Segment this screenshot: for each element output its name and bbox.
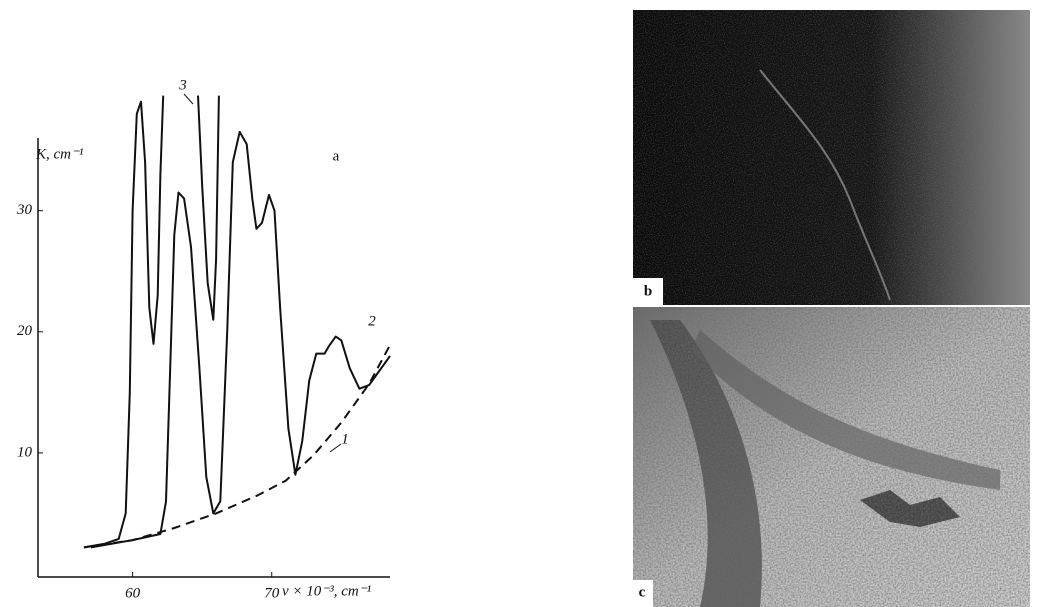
x-axis-label: ν × 10⁻³, cm⁻¹ <box>282 583 372 599</box>
leader <box>183 93 194 105</box>
x-tick-label: 70 <box>264 585 280 601</box>
leader <box>329 443 342 453</box>
curve <box>197 95 220 321</box>
photo-label: c <box>639 584 646 600</box>
y-tick-label: 10 <box>17 444 33 460</box>
photo-b: b <box>633 10 1030 305</box>
curve <box>90 130 391 549</box>
x-tick-label: 60 <box>125 585 141 601</box>
curve-label: 2 <box>368 313 376 329</box>
y-tick-label: 30 <box>16 202 33 218</box>
y-axis-label: K, cm⁻¹ <box>35 146 84 162</box>
curve <box>83 344 391 549</box>
panel-label: a <box>333 148 340 164</box>
curve-label: 1 <box>341 431 349 447</box>
curve <box>83 95 165 549</box>
y-tick-label: 20 <box>17 323 33 339</box>
photo-label: b <box>644 283 652 299</box>
photo-c: c <box>633 307 1030 607</box>
curve-label: 3 <box>178 77 187 93</box>
